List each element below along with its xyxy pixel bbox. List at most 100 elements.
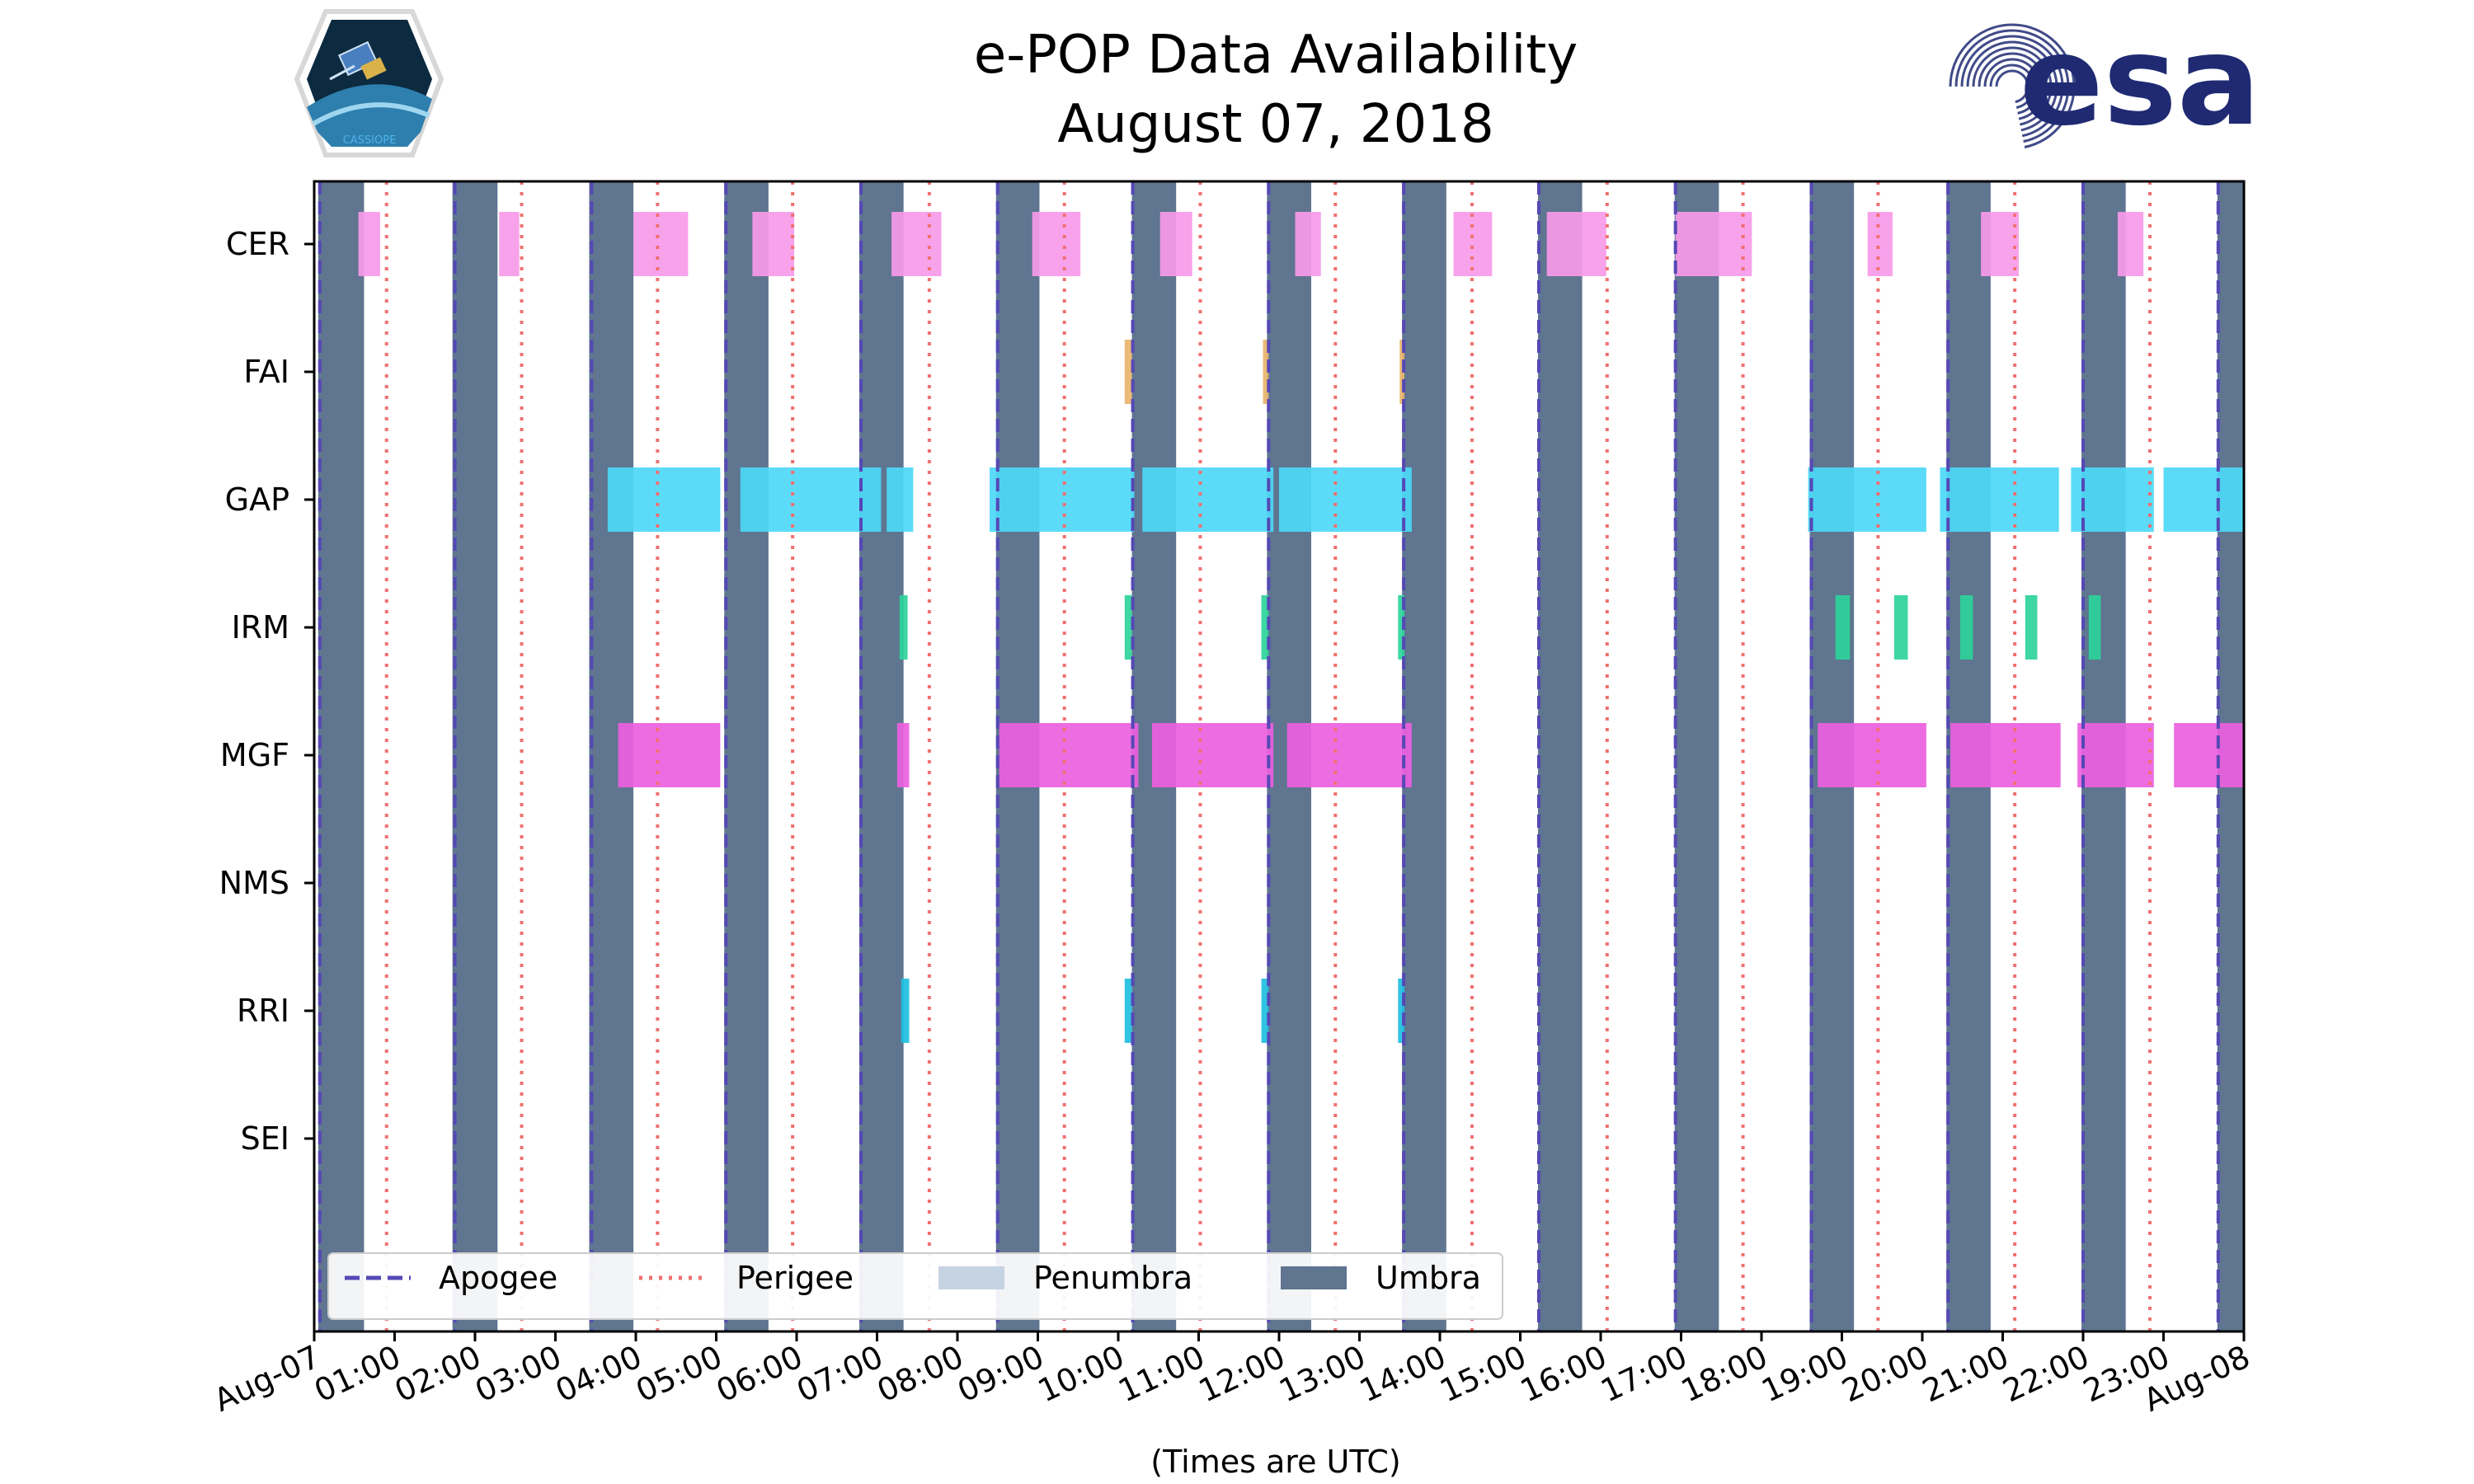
availability-bar-cer [2117,212,2144,276]
legend-apogee-label: Apogee [439,1260,557,1296]
y-tick-label: MGF [220,737,289,773]
availability-bar-cer [358,212,380,276]
availability-bar-irm [899,595,908,660]
availability-bar-mgf [1151,723,1274,787]
cassiope-logo-text: CASSIOPE [343,134,397,147]
umbra-band [317,181,365,1331]
y-tick-label: IRM [232,609,289,646]
availability-bar-mgf [896,723,910,787]
y-tick-label: FAI [243,354,289,390]
availability-bar-cer [1867,212,1893,276]
esa-logo-text: esa [2020,10,2260,153]
availability-bar-irm [1398,595,1405,660]
availability-bar-cer [1675,212,1752,276]
availability-bar-gap [1279,467,1412,532]
availability-bar-gap [740,467,882,532]
x-tick-label: 16:00 [1515,1338,1612,1409]
availability-bar-mgf [1818,723,1926,787]
availability-bar-cer [891,212,942,276]
legend-penumbra-label: Penumbra [1033,1260,1192,1296]
availability-bar-cer [1453,212,1493,276]
y-tick-label: CER [226,226,289,262]
availability-bar-irm [1959,595,1973,660]
y-axis: CER FAI GAP IRM MGF NMS RRI SEI [219,226,314,1157]
esa-swirl-arc [1989,63,2035,109]
availability-bar-gap [607,467,721,532]
x-tick-label: 13:00 [1273,1338,1371,1409]
x-tick-label: 15:00 [1434,1338,1531,1409]
availability-bar-cer [752,212,795,276]
x-tick-label: 04:00 [550,1338,647,1409]
availability-bar-cer [1981,212,2019,276]
x-tick-label: 11:00 [1112,1338,1210,1409]
availability-bar-irm [1261,595,1269,660]
x-tick-label: 03:00 [469,1338,567,1409]
chart-title: e-POP Data Availability [974,25,1578,86]
availability-bar-cer [1295,212,1321,276]
availability-bar-cer [1159,212,1192,276]
umbra-band [452,181,498,1331]
x-tick-label: 18:00 [1676,1338,1773,1409]
x-tick-label: 22:00 [1997,1338,2095,1409]
esa-swirl-icon [1949,23,2076,148]
y-tick-label: SEI [241,1120,289,1157]
x-axis: Aug-0701:0002:0003:0004:0005:0006:0007:0… [209,1331,2255,1419]
esa-swirl-arc [1960,35,2064,138]
chart-subtitle: August 07, 2018 [1057,94,1493,155]
legend-perigee-label: Perigee [736,1260,854,1296]
legend-frame [327,1252,1503,1320]
esa-swirl-arc [1972,46,2053,126]
x-tick-label: 10:00 [1032,1338,1130,1409]
availability-bar-gap [1940,467,2059,532]
legend-penumbra-swatch [938,1266,1004,1289]
x-tick-label: 01:00 [308,1338,406,1409]
availability-bar-fai [1124,340,1132,404]
umbra-band [1674,181,1719,1331]
availability-bar-fai [1263,340,1269,404]
y-tick-label: GAP [225,481,289,518]
availability-bar-irm [1893,595,1908,660]
x-tick-label: 21:00 [1917,1338,2014,1409]
availability-bar-mgf [2174,723,2244,787]
x-tick-label: 12:00 [1193,1338,1291,1409]
availability-bar-cer [499,212,520,276]
esa-swirl-arc [1995,69,2030,104]
umbra-band [724,181,769,1331]
availability-bar-rri [1124,979,1132,1043]
availability-bar-gap [1808,467,1926,532]
availability-bar-mgf [999,723,1139,787]
x-tick-label: 14:00 [1354,1338,1451,1409]
availability-bar-rri [901,979,910,1043]
x-tick-label: 05:00 [630,1338,727,1409]
availability-bar-gap [990,467,1135,532]
x-axis-label: (Times are UTC) [1150,1444,1400,1480]
availability-bar-cer [1032,212,1081,276]
esa-logo: esa [1949,10,2260,153]
availability-bar-cer [633,212,689,276]
availability-bar-mgf [2077,723,2154,787]
legend: Apogee Perigee Penumbra Umbra [327,1252,1503,1320]
availability-bar-gap [2071,467,2154,532]
availability-bar-mgf [1286,723,1412,787]
esa-swirl-arc [1966,40,2058,132]
availability-layer [358,212,2244,1043]
y-tick-label: RRI [237,993,289,1029]
y-tick-label: NMS [219,865,289,901]
availability-bar-irm [1124,595,1132,660]
legend-umbra-label: Umbra [1376,1260,1481,1296]
availability-bar-cer [1546,212,1606,276]
x-tick-label: 20:00 [1837,1338,1934,1409]
availability-bar-gap [2163,467,2244,532]
availability-bar-irm [2025,595,2038,660]
x-tick-label: 06:00 [711,1338,808,1409]
availability-bar-rri [1398,979,1405,1043]
orbit-lines-layer [317,181,2220,1331]
cassiope-logo: CASSIOPE [294,9,444,157]
x-tick-label: 08:00 [872,1338,969,1409]
availability-bar-irm [2088,595,2101,660]
esa-swirl-arc [1954,29,2070,143]
x-tick-label: 07:00 [791,1338,888,1409]
x-tick-label: Aug-07 [209,1338,326,1418]
x-tick-label: 02:00 [389,1338,487,1409]
